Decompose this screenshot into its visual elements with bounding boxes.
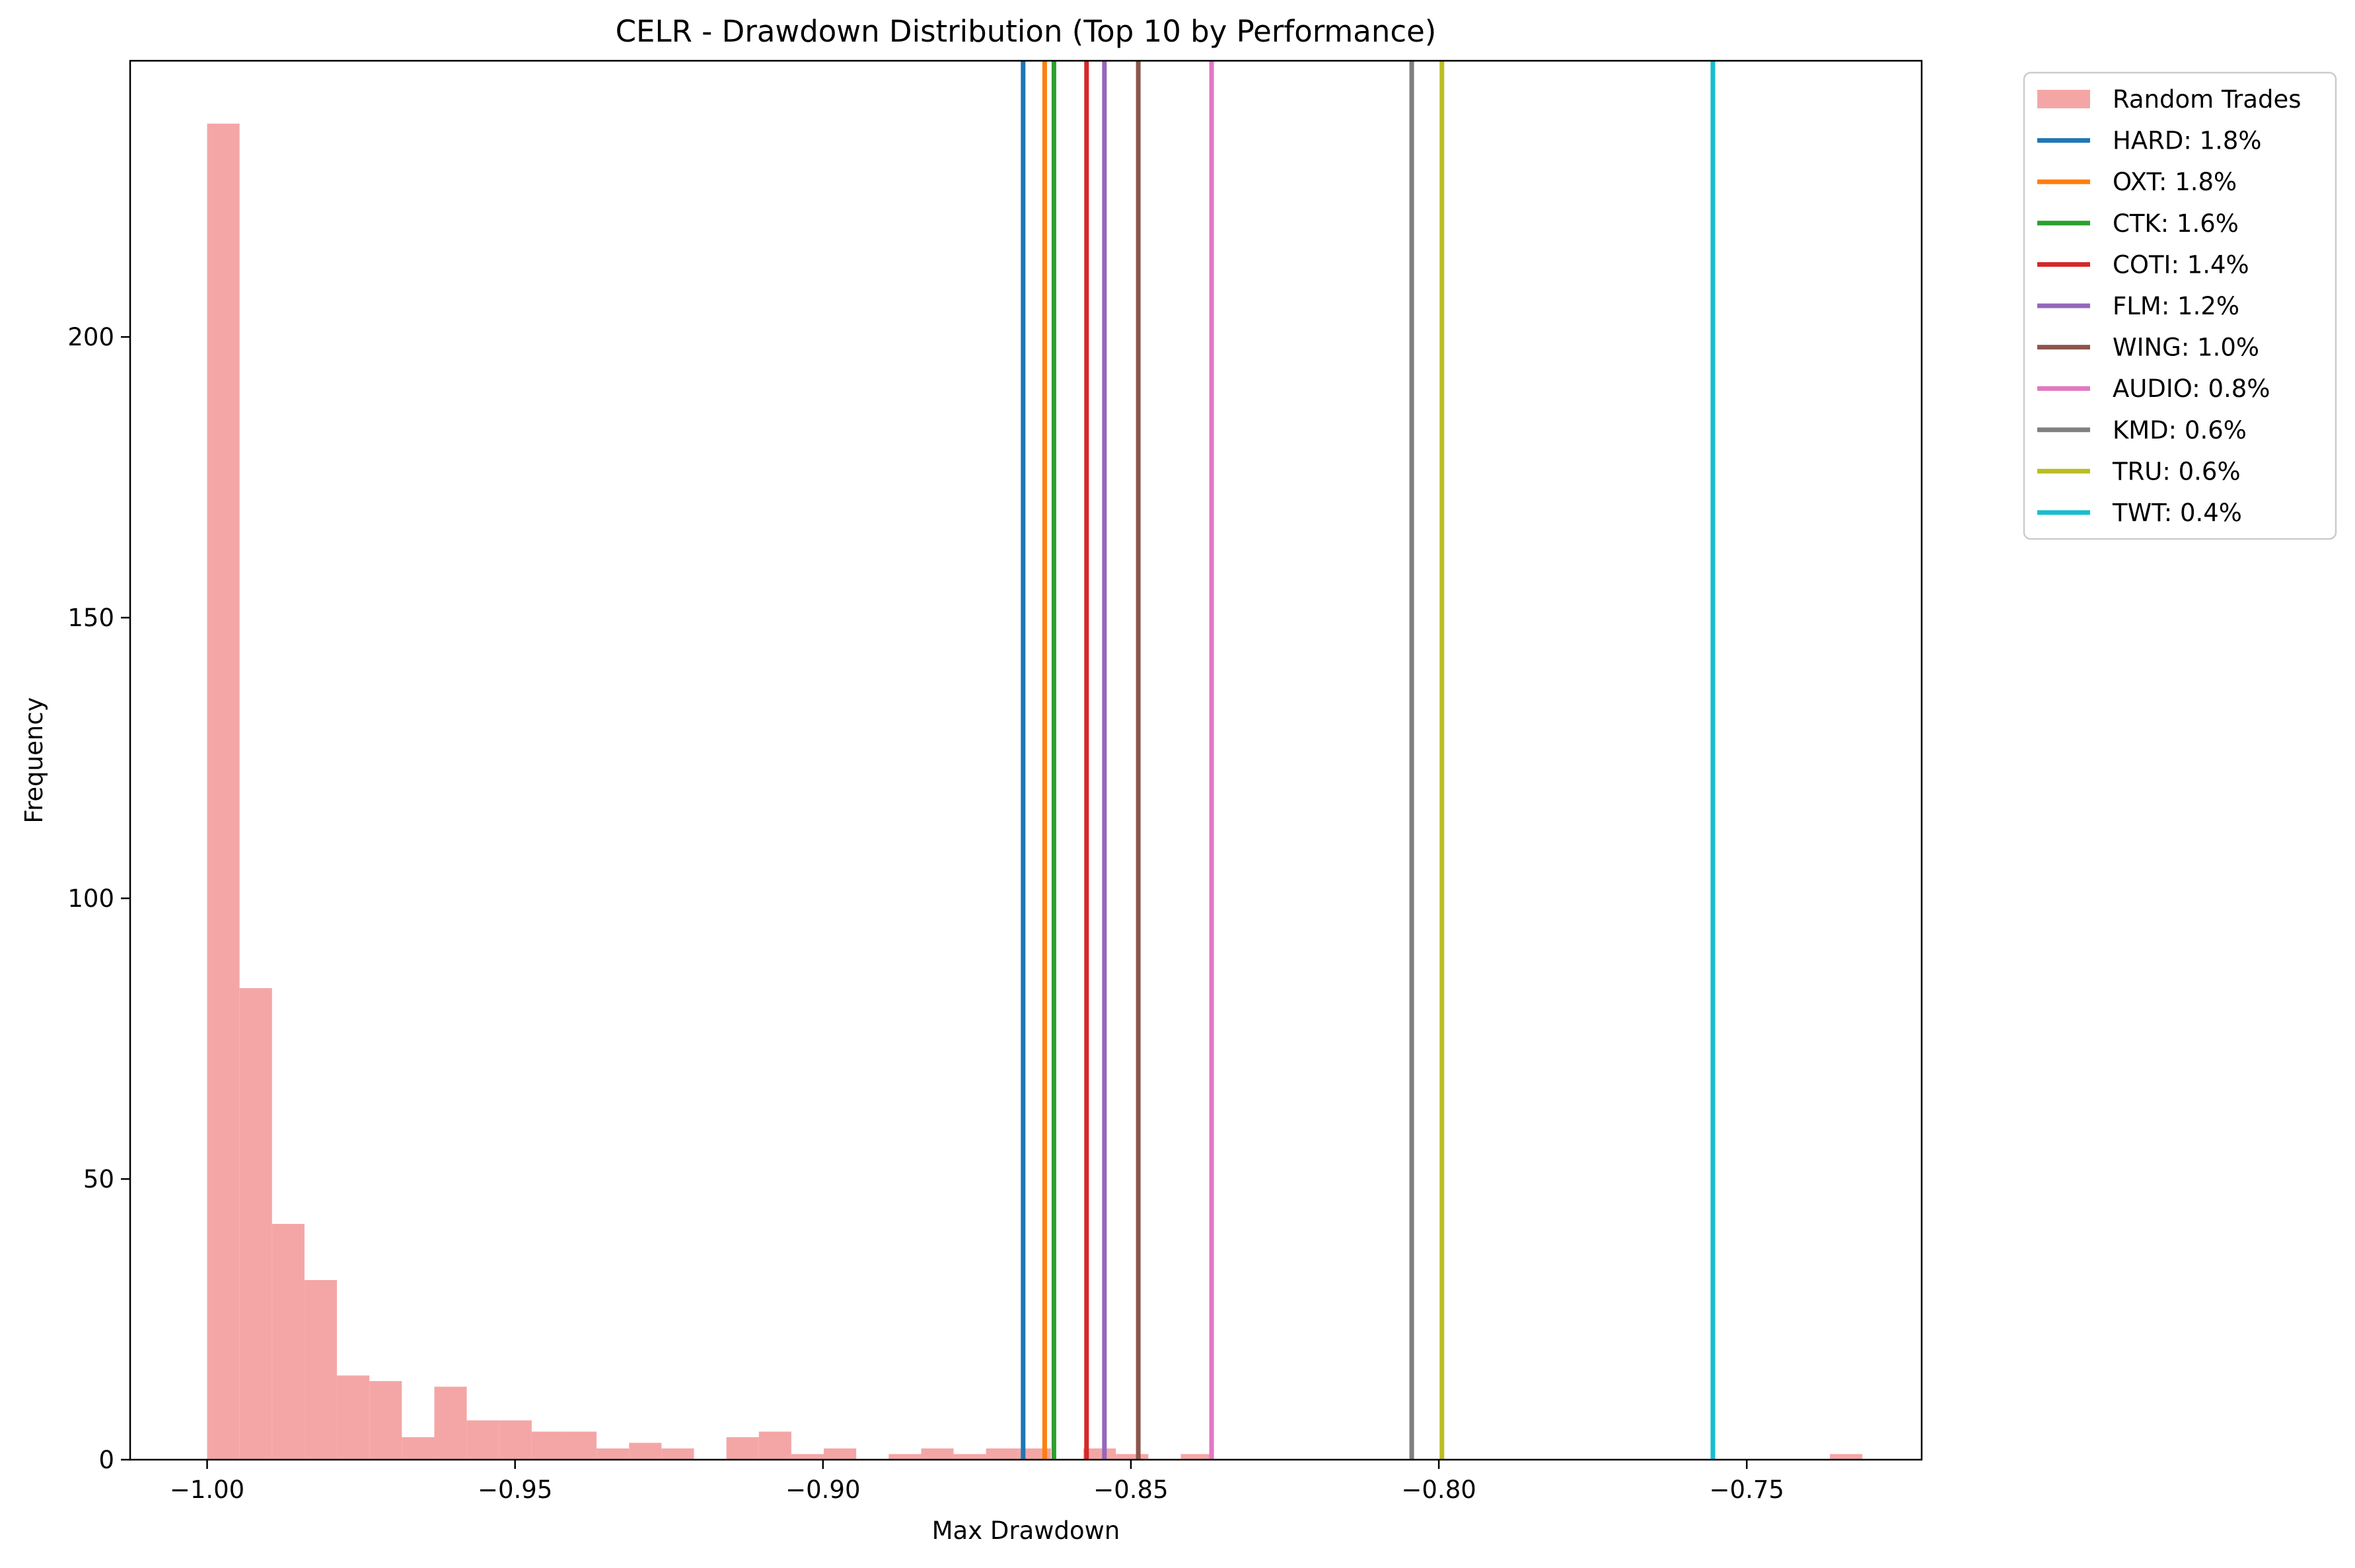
histogram-bar [207, 124, 240, 1460]
histogram-bar [1180, 1454, 1214, 1460]
histogram-bar [402, 1437, 435, 1460]
histogram-bar [466, 1420, 499, 1460]
x-tick-label: −0.85 [1093, 1476, 1168, 1504]
histogram-bar [661, 1448, 694, 1460]
x-axis: −1.00 −0.95 −0.90 −0.85 −0.80 −0.75 [170, 1460, 1784, 1504]
axes-frame [129, 59, 1923, 1461]
x-tick-label: −0.95 [478, 1476, 552, 1504]
y-tick-label: 150 [67, 604, 114, 632]
chart-title: CELR - Drawdown Distribution (Top 10 by … [616, 14, 1437, 49]
y-tick-label: 0 [98, 1446, 114, 1474]
legend-label: AUDIO: 0.8% [2113, 374, 2270, 403]
y-tick-label: 100 [67, 884, 114, 913]
legend-label: HARD: 1.8% [2113, 127, 2262, 155]
legend-label: CTK: 1.6% [2113, 209, 2239, 238]
histogram-bar [1116, 1454, 1149, 1460]
histogram-bar [369, 1381, 402, 1460]
histogram-bar [337, 1375, 370, 1460]
legend-items: Random Trades HARD: 1.8% OXT: 1.8% CTK: 1.6… [2037, 85, 2301, 527]
x-axis-label: Max Drawdown [932, 1516, 1120, 1545]
legend-label: COTI: 1.4% [2113, 250, 2249, 279]
histogram-bar [272, 1224, 305, 1460]
histogram-bar [499, 1420, 532, 1460]
plot-area [129, 59, 1923, 1461]
legend-swatch [2037, 90, 2090, 108]
histogram-bar [629, 1443, 662, 1460]
histogram-bar [953, 1454, 986, 1460]
x-tick-label: −1.00 [170, 1476, 244, 1504]
histogram-bar [434, 1386, 467, 1460]
histogram-bar [1830, 1454, 1863, 1460]
y-tick-label: 200 [67, 323, 114, 351]
histogram-bar [758, 1431, 791, 1460]
strategy-lines [1021, 61, 1716, 1460]
histogram-bar [921, 1448, 954, 1460]
histogram-bar [304, 1280, 338, 1460]
histogram-bar [563, 1431, 597, 1460]
legend-label: OXT: 1.8% [2113, 168, 2237, 196]
histogram-bar [531, 1431, 564, 1460]
legend-label: FLM: 1.2% [2113, 292, 2239, 320]
legend-box [2023, 71, 2337, 540]
y-tick-label: 50 [83, 1165, 114, 1194]
x-tick-label: −0.80 [1401, 1476, 1476, 1504]
histogram-bar [888, 1454, 922, 1460]
legend-label: Random Trades [2113, 85, 2301, 114]
histogram-bar [597, 1448, 630, 1460]
histogram-bar [986, 1448, 1019, 1460]
histogram-bars [207, 124, 1863, 1460]
legend-label: KMD: 0.6% [2113, 416, 2247, 445]
histogram-bar [239, 988, 272, 1460]
histogram-bar [824, 1448, 857, 1460]
histogram-bar [791, 1454, 824, 1460]
x-tick-label: −0.90 [785, 1476, 860, 1504]
legend-label: WING: 1.0% [2113, 334, 2259, 362]
y-axis: 0 50 100 150 200 [67, 323, 130, 1474]
histogram-bar [1083, 1448, 1116, 1460]
legend: Random Trades HARD: 1.8% OXT: 1.8% CTK: 1.6… [2023, 71, 2337, 540]
legend-label: TRU: 0.6% [2112, 457, 2241, 485]
histogram-bar [726, 1437, 759, 1460]
legend-label: TWT: 0.4% [2112, 499, 2242, 527]
y-axis-label: Frequency [20, 697, 48, 823]
x-tick-label: −0.75 [1710, 1476, 1784, 1504]
